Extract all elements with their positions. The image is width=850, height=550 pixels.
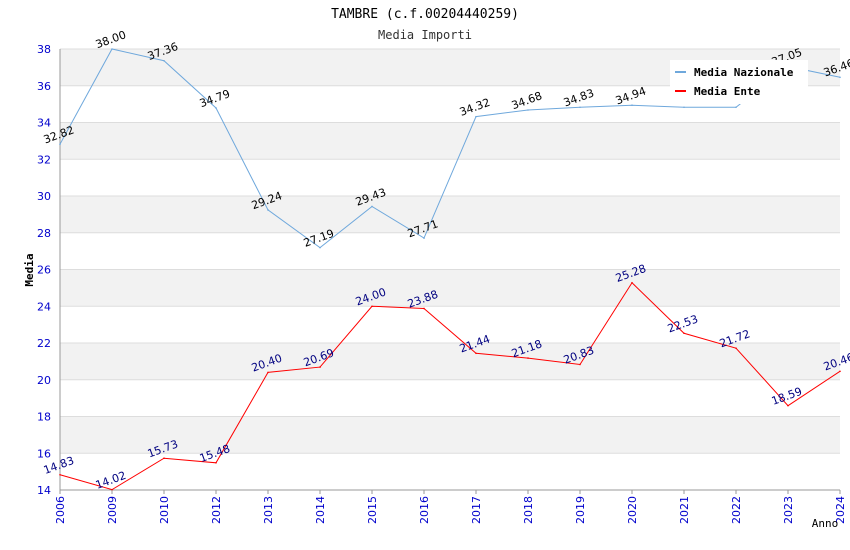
grid-band [60,122,840,160]
data-point [59,473,61,476]
data-point [579,363,581,366]
data-point [267,371,269,374]
legend: Media Nazionale Media Ente [670,60,808,104]
series-line-0 [59,48,841,249]
data-point [475,115,477,118]
x-tick-label: 2019 [574,496,587,524]
data-point [735,106,737,109]
data-point [423,237,425,239]
data-point [319,246,321,249]
x-tick-label: 2017 [470,496,483,524]
y-tick-label: 28 [37,227,51,240]
grid-band [60,269,840,307]
x-tick-label: 2021 [678,496,691,524]
data-point [683,332,685,335]
data-point [319,366,321,368]
x-tick-label: 2015 [366,496,379,524]
data-point [215,107,217,109]
data-point [527,109,529,111]
data-point [839,76,841,79]
y-tick-label: 22 [37,337,51,350]
data-point [787,404,789,407]
y-axis-label: Media [23,253,36,286]
grid-band [60,416,840,454]
data-point [527,357,529,359]
plot-background [60,49,840,490]
y-tick-label: 24 [37,300,51,313]
legend-box [670,60,808,104]
y-tick-label: 18 [37,411,51,424]
data-point [163,457,165,460]
data-point [371,305,373,308]
data-point [111,488,113,491]
x-tick-label: 2024 [834,496,847,524]
data-point [839,370,841,373]
y-tick-label: 34 [37,117,51,130]
data-point [631,281,633,284]
data-point [215,462,217,464]
x-tick-label: 2016 [418,496,431,524]
data-point [735,347,737,349]
x-tick-label: 2012 [210,496,223,524]
y-tick-label: 38 [37,43,51,56]
data-point [631,104,633,107]
grid-band [60,232,840,270]
x-tick-label: 2022 [730,496,743,524]
x-tick-label: 2006 [54,496,67,524]
data-point [423,307,425,310]
x-tick-label: 2009 [106,496,119,524]
data-point [683,106,685,109]
grid-band [60,196,840,233]
x-tick-label: 2020 [626,496,639,524]
data-point [267,209,269,211]
x-tick-label: 2018 [522,496,535,524]
grid-band [60,343,840,380]
series-lines [59,48,841,491]
x-axis-label: Anno [812,517,839,530]
y-tick-label: 16 [37,447,51,460]
y-tick-label: 20 [37,374,51,387]
data-point [475,352,477,355]
grid-band [60,379,840,417]
x-tick-label: 2014 [314,496,327,524]
y-tick-label: 30 [37,190,51,203]
grid-band [60,306,840,343]
data-point [371,205,373,208]
legend-label: Media Nazionale [694,66,794,79]
legend-label: Media Ente [694,85,761,98]
x-tick-label: 2023 [782,496,795,524]
x-tick-label: 2013 [262,496,275,524]
x-tick-label: 2010 [158,496,171,524]
y-tick-label: 26 [37,264,51,277]
grid-band [60,453,840,490]
y-tick-label: 14 [37,484,51,497]
y-tick-label: 36 [37,80,51,93]
data-point [579,106,581,109]
data-label: 38.00 [94,28,128,51]
y-tick-label: 32 [37,153,51,166]
data-point [111,48,113,50]
chart-title: TAMBRE (c.f.00204440259) [331,7,519,22]
series-line-1 [59,281,841,491]
data-point [59,143,61,145]
data-point [163,59,165,62]
chart-subtitle: Media Importi [378,28,472,42]
